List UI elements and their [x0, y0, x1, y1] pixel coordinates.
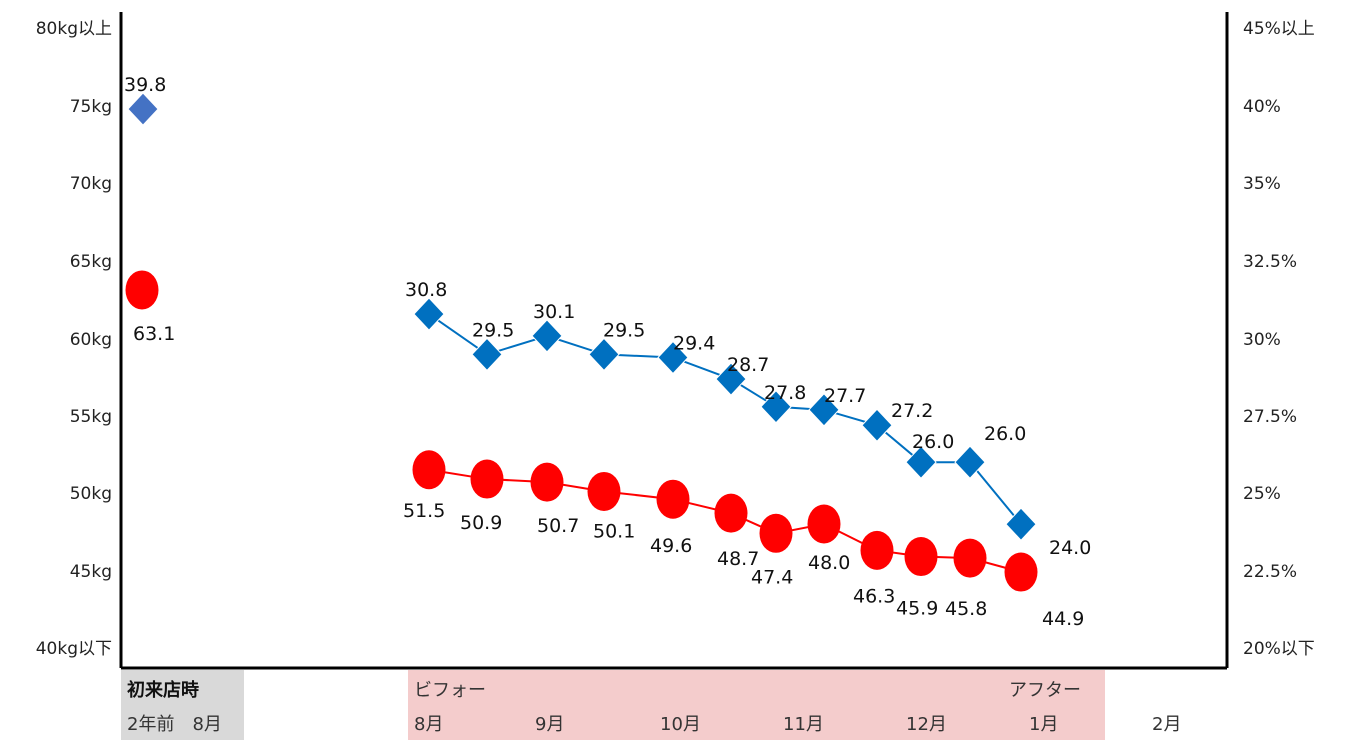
- weight-point: [470, 459, 504, 499]
- weight-point: [656, 479, 690, 519]
- left-tick-label: 65kg: [70, 252, 112, 272]
- weight-data-label: 48.0: [808, 552, 850, 574]
- weight-data-label: 51.5: [403, 500, 445, 522]
- weight-point: [1004, 552, 1038, 592]
- bodyfat-point: [531, 319, 563, 353]
- weight-data-label: 50.9: [460, 512, 502, 534]
- right-tick-label: 32.5%: [1243, 252, 1297, 272]
- weight-data-label: 47.4: [751, 566, 793, 588]
- bodyfat-data-label: 27.7: [824, 385, 866, 407]
- right-tick-label: 22.5%: [1243, 562, 1297, 582]
- bodyfat-data-label: 28.7: [727, 354, 769, 376]
- left-tick-label: 40kg以下: [36, 639, 112, 659]
- right-tick-label: 40%: [1243, 97, 1281, 117]
- bodyfat-point: [905, 445, 937, 479]
- month-label: 12月: [906, 714, 947, 735]
- left-tick-label: 70kg: [70, 174, 112, 194]
- bodyfat-initial-point: [127, 92, 159, 126]
- bodyfat-point: [760, 390, 792, 424]
- weight-data-label: 45.9: [896, 598, 938, 620]
- weight-data-label: 45.8: [945, 598, 987, 620]
- weight-data-label: 46.3: [853, 585, 895, 607]
- bodyfat-data-label: 24.0: [1049, 537, 1091, 559]
- bodyfat-point: [657, 340, 689, 375]
- bodyfat-point: [861, 408, 893, 442]
- weight-data-label: 50.1: [593, 520, 635, 542]
- weight-point: [714, 493, 748, 533]
- bodyfat-data-label: 27.8: [764, 382, 806, 404]
- weight-data-label: 44.9: [1042, 608, 1084, 630]
- initial-visit-label: 初来店時: [127, 679, 199, 701]
- bodyfat-data-label: 29.5: [603, 319, 645, 341]
- weight-data-label: 50.7: [537, 515, 579, 537]
- right-tick-label: 30%: [1243, 330, 1281, 350]
- before-label: ビフォー: [414, 680, 486, 701]
- left-tick-label: 50kg: [70, 484, 112, 504]
- month-label: 10月: [660, 714, 701, 735]
- bodyfat-point: [954, 445, 986, 479]
- weight-point: [953, 538, 987, 578]
- chart-axes: 80kg以上 75kg 70kg 65kg 60kg 55kg 50kg 45kg 40kg以下…: [36, 12, 1315, 670]
- bodyfat-data-label: 29.4: [673, 332, 715, 354]
- right-tick-label: 35%: [1243, 174, 1281, 194]
- bodyfat-data-label: 27.2: [891, 400, 933, 422]
- right-tick-label: 20%以下: [1243, 639, 1315, 659]
- chart-series: 30.8 29.5 30.1 29.5 29.4 28.7 27.8 27.7 27.2 26.0…: [124, 74, 1091, 630]
- right-tick-label: 25%: [1243, 484, 1281, 504]
- right-tick-label: 45%以上: [1243, 19, 1315, 39]
- month-label: 2月: [1152, 714, 1181, 735]
- weight-point: [759, 513, 793, 553]
- weight-point: [860, 530, 894, 570]
- bodyfat-data-label: 30.1: [533, 301, 575, 323]
- left-tick-label: 80kg以上: [36, 19, 112, 39]
- weight-data-label: 49.6: [650, 535, 692, 557]
- bodyfat-data-label: 26.0: [984, 423, 1026, 445]
- bodyfat-point: [471, 337, 503, 372]
- initial-period-band: [121, 670, 244, 740]
- initial-month-label: 2年前 8月: [127, 714, 222, 735]
- bodyfat-point: [715, 362, 747, 396]
- program-period-band: [408, 670, 1105, 740]
- weight-point: [587, 471, 621, 511]
- bodyfat-point: [413, 297, 445, 331]
- weight-point: [530, 462, 564, 502]
- weight-initial-point: [125, 270, 159, 310]
- left-tick-label: 60kg: [70, 330, 112, 350]
- month-label: 1月: [1029, 714, 1058, 735]
- month-label: 8月: [414, 714, 443, 735]
- weight-point: [807, 504, 841, 544]
- weight-point: [904, 537, 938, 577]
- bodyfat-data-label: 30.8: [405, 279, 447, 301]
- weight-point: [412, 450, 446, 490]
- month-label: 11月: [783, 714, 824, 735]
- bodyfat-initial-label: 39.8: [124, 74, 166, 96]
- weight-data-label: 48.7: [717, 548, 759, 570]
- left-tick-label: 75kg: [70, 97, 112, 117]
- right-tick-label: 27.5%: [1243, 407, 1297, 427]
- bodyfat-point: [808, 393, 840, 427]
- month-label: 9月: [535, 714, 564, 735]
- category-band: 初来店時 2年前 8月 ビフォー アフター 8月 9月 10月 11月 12月 1月 2月: [121, 670, 1181, 740]
- left-tick-label: 55kg: [70, 407, 112, 427]
- bodyfat-point: [1005, 507, 1037, 541]
- bodyfat-data-label: 29.5: [472, 319, 514, 341]
- weight-initial-label: 63.1: [133, 323, 175, 345]
- bodyfat-data-label: 26.0: [912, 431, 954, 453]
- left-tick-label: 45kg: [70, 562, 112, 582]
- bodyfat-point: [588, 337, 620, 372]
- after-label: アフター: [1009, 680, 1081, 701]
